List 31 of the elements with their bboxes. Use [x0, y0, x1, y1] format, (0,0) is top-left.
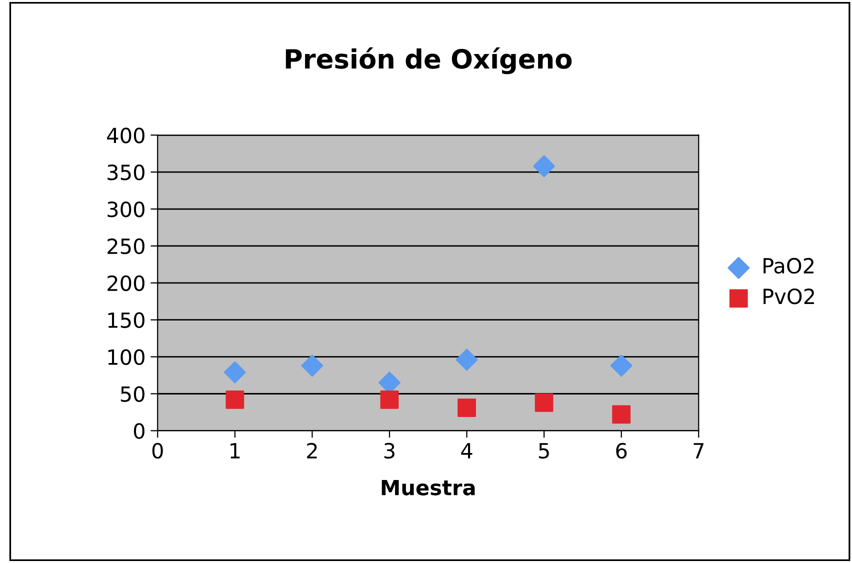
x-tick-label: 1 — [230, 443, 240, 458]
point — [224, 361, 246, 384]
point — [534, 393, 554, 412]
x-axis-title: Muestra — [382, 480, 475, 496]
point — [533, 155, 556, 178]
x-tick-label: 0 — [152, 442, 163, 459]
x-tick-label: 5 — [539, 443, 549, 459]
point — [456, 348, 478, 371]
y-tick-label: 50 — [120, 386, 144, 402]
y-tick-label: 250 — [108, 238, 144, 254]
point — [226, 390, 244, 409]
y-tick-label: 350 — [108, 164, 144, 180]
x-tick-label: 3 — [384, 442, 394, 459]
y-tick-label: 100 — [108, 349, 144, 366]
y-tick-label: 0 — [134, 423, 144, 439]
y-tick-label: 150 — [108, 312, 144, 328]
x-tick-label: 2 — [307, 442, 317, 458]
legend-label: PvO2 — [764, 288, 814, 304]
x-tick-label: 4 — [461, 443, 472, 458]
point — [301, 354, 324, 377]
point — [612, 405, 631, 424]
legend-label: PaO2 — [764, 258, 814, 274]
point — [380, 390, 399, 409]
y-tick-label: 400 — [107, 128, 144, 144]
point — [610, 354, 632, 377]
x-tick-label: 7 — [694, 443, 704, 458]
chart-title: Presión de Oxígeno — [286, 47, 572, 74]
y-tick-label: 300 — [108, 201, 144, 218]
x-tick-label: 6 — [616, 442, 627, 459]
y-tick-label: 200 — [108, 275, 144, 292]
point — [458, 398, 476, 417]
